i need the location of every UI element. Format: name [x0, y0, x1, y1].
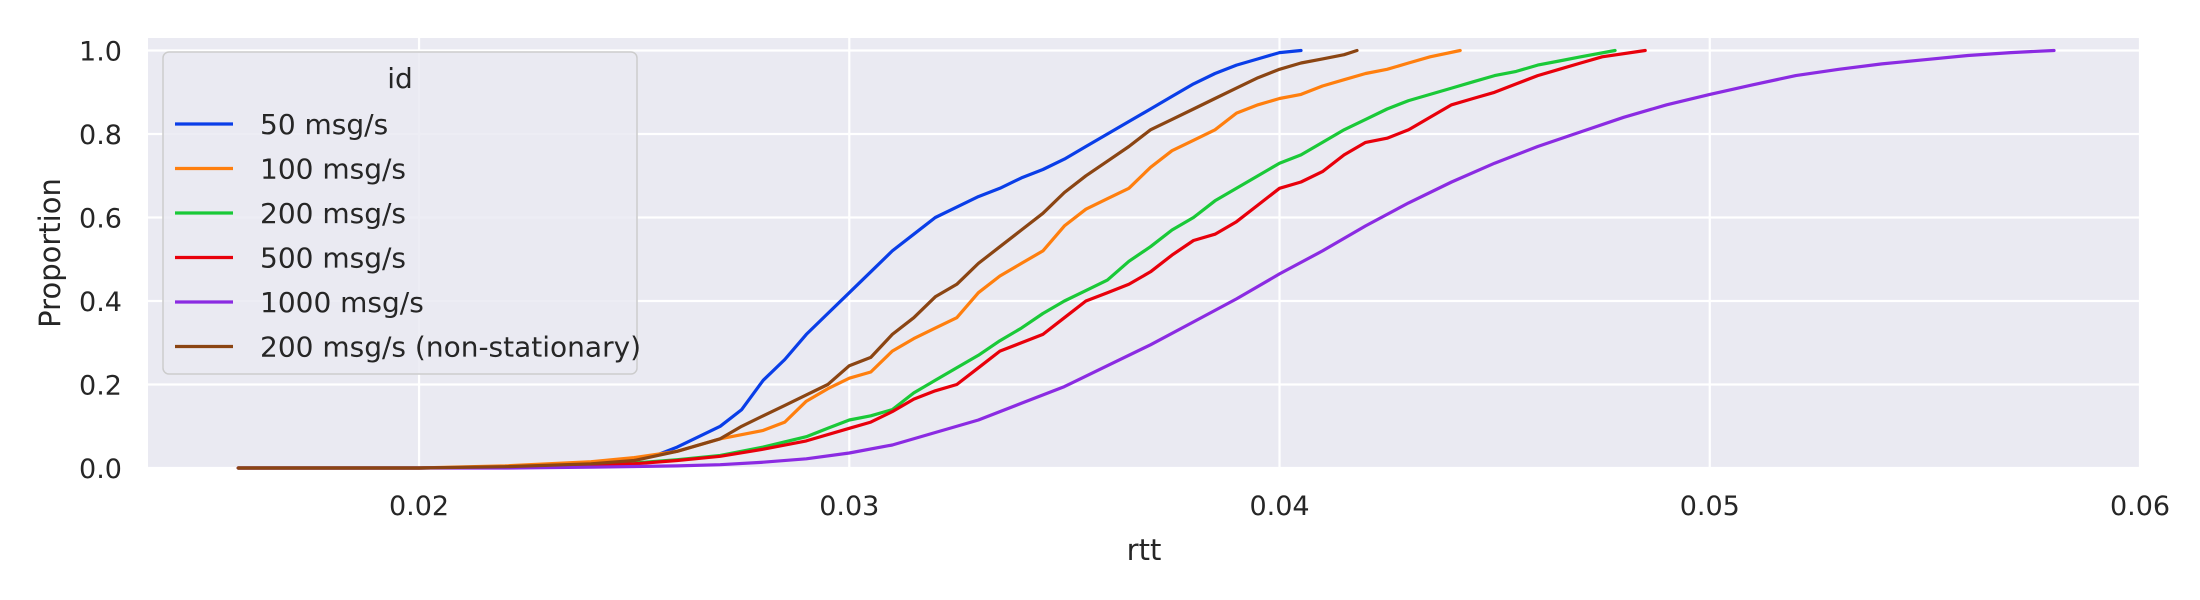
series-line — [236, 48, 2056, 470]
legend-title: id — [387, 62, 413, 95]
y-tick-label: 0.6 — [79, 204, 122, 235]
legend-label: 200 msg/s (non-stationary) — [260, 331, 641, 364]
legend-items: 50 msg/s 100 msg/s 200 msg/s 500 msg/s 1000 … — [175, 108, 641, 364]
x-axis-label: rtt — [1127, 533, 1162, 567]
legend-label: 500 msg/s — [260, 242, 406, 275]
x-tick-label: 0.05 — [1680, 491, 1740, 522]
series-line — [236, 48, 1359, 470]
series-line — [236, 48, 1647, 470]
series-line — [236, 48, 1462, 470]
legend-box — [162, 51, 638, 375]
y-tick-label: 0.4 — [79, 287, 122, 318]
legend-label: 100 msg/s — [260, 153, 406, 186]
x-tick-label: 0.04 — [1249, 491, 1309, 522]
x-tick-label: 0.03 — [819, 491, 879, 522]
x-tick-labels: 0.02 0.03 0.04 0.05 0.06 — [389, 491, 2170, 522]
series-lines — [236, 48, 2056, 470]
x-tick-label: 0.06 — [2110, 491, 2170, 522]
y-tick-label: 0.8 — [79, 120, 122, 151]
y-tick-labels: 0.0 0.2 0.4 0.6 0.8 1.0 — [79, 37, 122, 485]
legend-label: 1000 msg/s — [260, 286, 424, 319]
x-tick-label: 0.02 — [389, 491, 449, 522]
y-axis-label: Proportion — [33, 178, 67, 328]
y-tick-label: 0.2 — [79, 371, 122, 402]
legend: id 50 msg/s 100 msg/s 200 msg/s 500 msg/s 10… — [162, 51, 641, 375]
legend-label: 200 msg/s — [260, 197, 406, 230]
legend-label: 50 msg/s — [260, 108, 388, 141]
y-tick-label: 1.0 — [79, 37, 122, 68]
y-tick-label: 0.0 — [79, 454, 122, 485]
series-line — [236, 48, 1617, 470]
series-line — [236, 48, 1303, 470]
